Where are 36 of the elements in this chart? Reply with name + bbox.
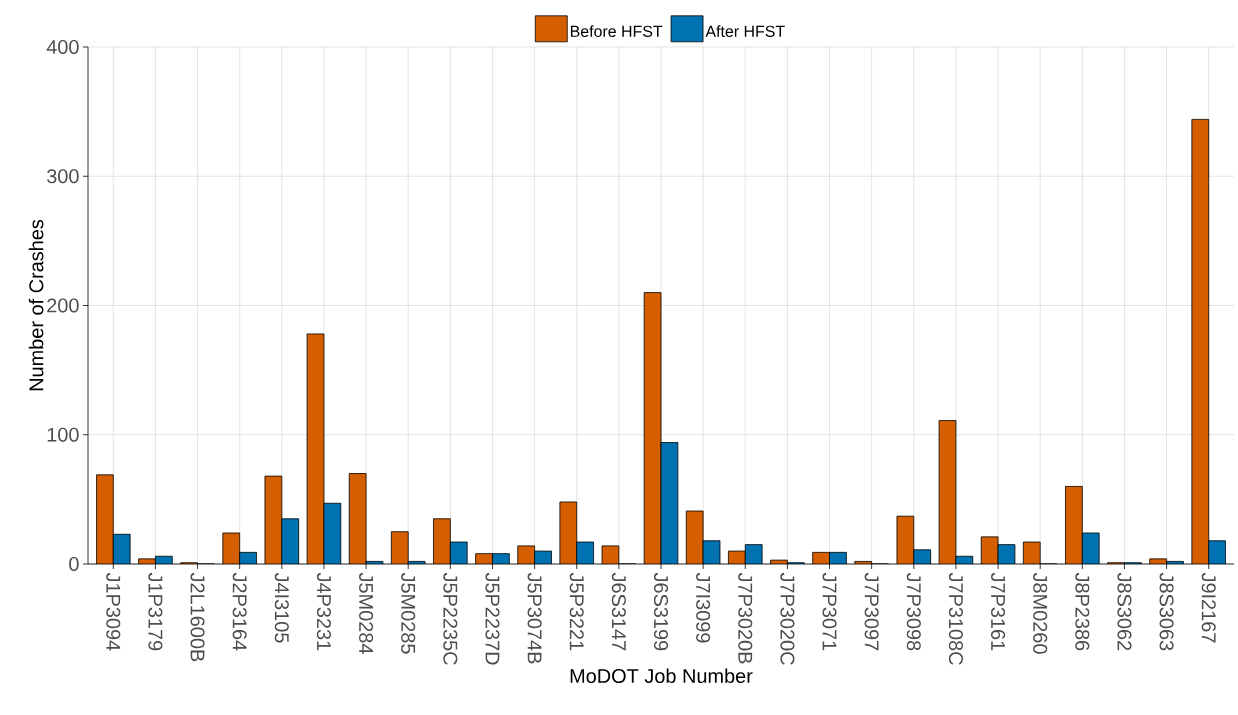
- x-tick-label: J4P3231: [316, 572, 331, 651]
- x-tick-label: J1P3094: [106, 572, 121, 651]
- y-tick-label: 400: [46, 39, 79, 55]
- y-tick-label: 100: [47, 427, 79, 442]
- x-tick-label: J7P3108C: [948, 572, 963, 665]
- x-tick-label: J2L1600B: [190, 572, 205, 662]
- x-tick-label: J5P3221: [569, 572, 584, 651]
- x-tick-label: J7P3071: [822, 572, 837, 651]
- x-tick-label: J2P3164: [232, 572, 247, 651]
- y-tick-label: 200: [47, 298, 79, 313]
- x-tick-label: J8P2386: [1075, 572, 1090, 651]
- y-tick-label: 300: [47, 169, 79, 184]
- x-tick-label: J7P3097: [864, 572, 879, 651]
- x-tick-label: J5M0284: [359, 572, 374, 654]
- y-axis-title: Number of Crashes: [28, 219, 44, 391]
- x-tick-label: J7P3020B: [738, 572, 753, 664]
- x-tick-label: J5M0285: [401, 572, 416, 654]
- x-tick-label: J7P3020C: [780, 572, 795, 665]
- x-tick-label: J5P3074B: [527, 572, 542, 664]
- x-tick-label: J9I2167: [1201, 572, 1216, 643]
- x-tick-label: J7P3098: [906, 572, 921, 651]
- x-tick-label: J8S3063: [1159, 572, 1174, 651]
- x-tick-label: J7P3161: [991, 572, 1006, 651]
- y-tick-label: 0: [69, 556, 79, 572]
- x-tick-label: J5P2235C: [443, 572, 458, 665]
- legend-label: After HFST: [705, 25, 785, 37]
- x-tick-label: J7I3099: [696, 572, 711, 643]
- x-tick-label: J6S3147: [611, 572, 626, 651]
- x-axis-title: MoDOT Job Number: [570, 668, 753, 684]
- x-tick-label: J6S3199: [653, 572, 669, 651]
- x-tick-label: J8S3062: [1117, 572, 1132, 651]
- x-tick-label: J5P2237D: [485, 572, 500, 665]
- x-tick-label: J4I3105: [274, 572, 289, 643]
- x-tick-label: J1P3179: [148, 572, 163, 651]
- legend-label: Before HFST: [570, 25, 663, 37]
- x-tick-label: J8M0260: [1033, 572, 1048, 654]
